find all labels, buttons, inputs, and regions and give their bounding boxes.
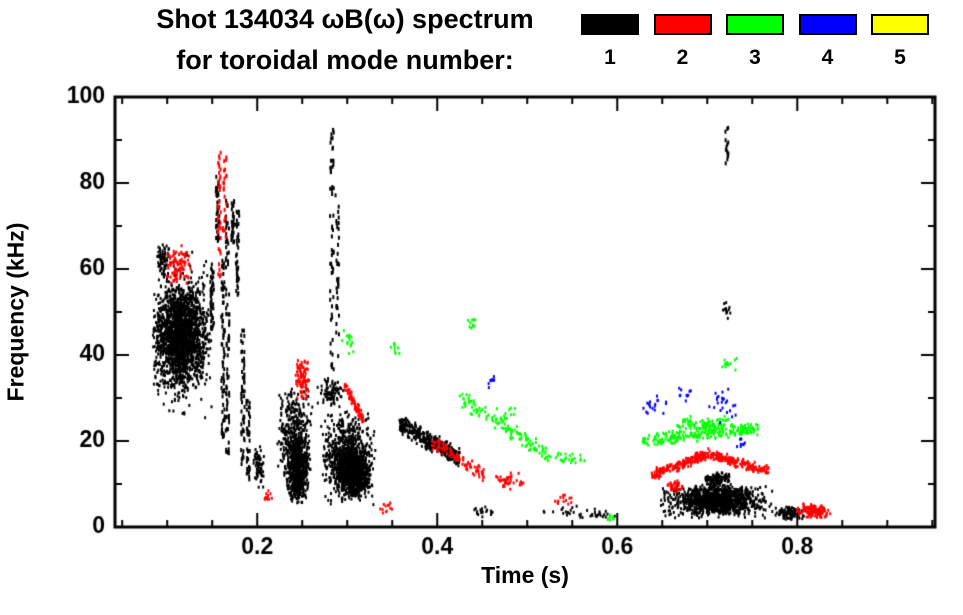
x-axis-label: Time (s) — [481, 562, 569, 588]
y-axis-label: Frequency (kHz) — [2, 222, 29, 402]
